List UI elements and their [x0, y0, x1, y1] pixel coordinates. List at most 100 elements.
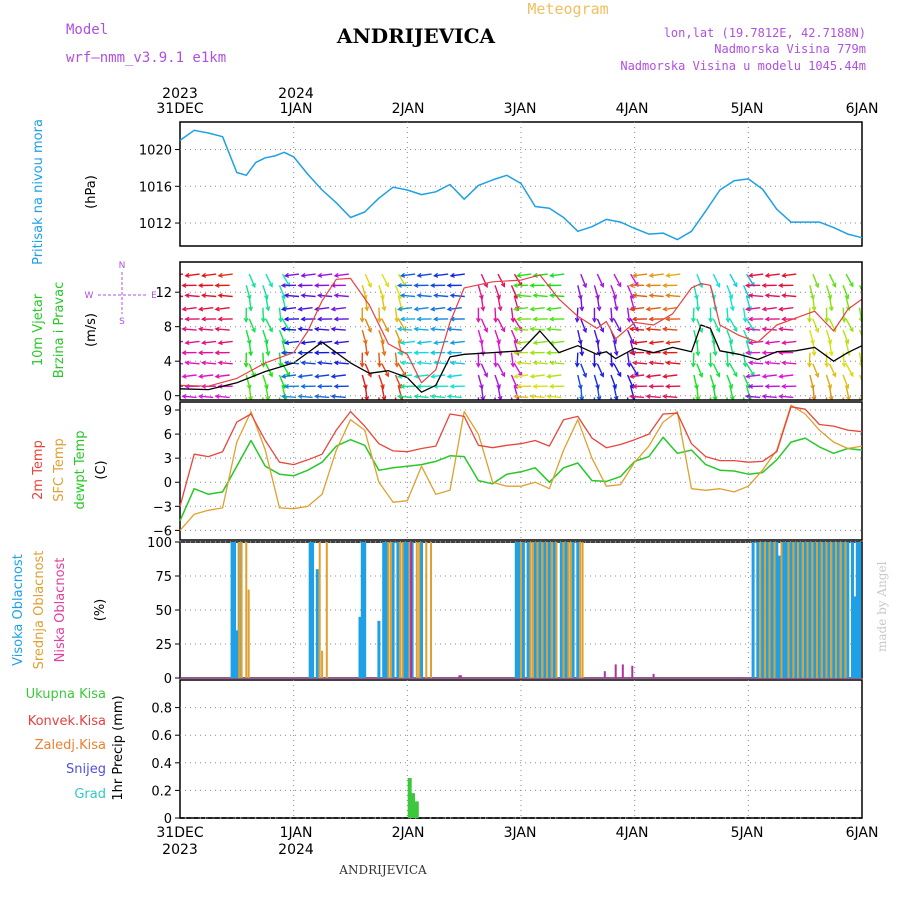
wind-arrow [417, 273, 432, 277]
wind-arrow [301, 294, 316, 298]
wind-arrow-head [184, 340, 190, 346]
y-tick-label: 1016 [139, 180, 172, 195]
wind-arrow [610, 374, 617, 389]
wind-arrow [431, 307, 446, 311]
wind-arrow-head [745, 383, 751, 389]
cloud-high-bar [391, 542, 395, 678]
y-tick-label: 75 [155, 570, 172, 585]
wind-arrow-head [263, 294, 269, 300]
cloud-labels: Visoka Oblacnost Srednja Oblacnost Niska… [11, 551, 108, 670]
cloud-low-bar [410, 542, 413, 678]
wind-arrow-head [729, 306, 735, 312]
wind-arrow-head [281, 383, 286, 390]
y-tick-label: 1012 [139, 217, 172, 232]
cloud-high-bar [571, 542, 575, 678]
wind-arrow [331, 328, 346, 331]
wind-arrow [726, 285, 733, 299]
wind-arrow [649, 340, 664, 344]
wind-arrow-head [201, 340, 207, 346]
wind-arrow-head [748, 272, 754, 278]
cloud-high-bar [858, 542, 862, 678]
cloud-high-bar [756, 542, 760, 678]
cloud-high-bar [514, 542, 518, 678]
wind-arrow-head [364, 396, 370, 400]
wind-arrow [218, 294, 233, 298]
wind-arrow-head [475, 317, 481, 323]
wind-arrow [278, 352, 282, 367]
wind-arrow-head [708, 362, 714, 368]
wind-arrow [745, 296, 752, 311]
wind-arrow [494, 307, 497, 322]
wind-arrow-head [549, 360, 555, 366]
wind-arrow-head [665, 360, 671, 366]
wind-arrow-head [399, 360, 406, 366]
wind-arrow-head [446, 283, 452, 288]
wind-arrow-head [198, 306, 204, 312]
wind-arrow [381, 273, 389, 287]
wind-arrow [858, 285, 862, 293]
wind-arrow-head [695, 351, 701, 357]
wind-arrow-head [695, 396, 701, 400]
wind-arrow-head [297, 283, 303, 288]
wind-arrow [626, 352, 631, 367]
wind-arrow [692, 307, 695, 322]
cloud-mid-bar [541, 542, 544, 678]
wind-arrow-head [399, 340, 406, 346]
wind-arrow-head [662, 326, 668, 332]
wind-arrow-head [313, 326, 320, 332]
wind-arrow [447, 374, 462, 378]
cloud-high-bar [846, 542, 850, 678]
wind-arrow-head [764, 316, 770, 322]
wind-arrow [858, 374, 862, 382]
wind-arrow [762, 395, 777, 399]
wind-arrow [663, 328, 678, 331]
wind-arrow [746, 363, 755, 376]
wind-arrows [180, 272, 868, 400]
wind-arrow [547, 307, 562, 311]
wind-arrow-head [728, 294, 734, 300]
wind-arrow [394, 329, 402, 344]
cloud-high-bar [761, 542, 764, 678]
wind-arrow [649, 273, 664, 277]
wind-arrow-head [181, 350, 187, 356]
wind-arrow-head [810, 294, 815, 301]
wind-arrow [580, 273, 587, 288]
wind-arrow-head [480, 396, 486, 400]
wind-arrow [626, 374, 634, 389]
wind-arrow-head [844, 339, 850, 345]
cloud-high-bar [559, 542, 563, 678]
wind-arrow-head [200, 360, 207, 366]
wind-arrow [828, 273, 837, 288]
wind-arrow [842, 329, 849, 344]
wind-arrow-head [732, 327, 738, 333]
wind-arrow-head [317, 272, 323, 278]
wind-arrow [431, 374, 446, 378]
wind-arrow [630, 363, 639, 377]
wind-arrow-head [828, 351, 834, 357]
wind-ylabel-2: Brzina i Pravac [52, 282, 67, 379]
wind-arrow-head [246, 339, 252, 345]
wind-arrow-head [778, 283, 784, 288]
wind-arrow [547, 395, 562, 399]
wind-arrow-head [515, 340, 522, 346]
cloud-mid-bar [820, 542, 823, 678]
wind-arrow-head [483, 282, 488, 289]
wind-arrow-head [761, 326, 767, 332]
wind-arrow-head [609, 362, 615, 368]
precip-legend-total: Ukupna Kisa [26, 687, 106, 702]
cloud-high-bar [517, 542, 521, 678]
wind-arrow-head [416, 316, 422, 322]
wind-arrow-head [512, 373, 519, 379]
wind-arrow-head [728, 339, 734, 345]
wind-arrow [397, 363, 407, 377]
wind-arrow [828, 363, 837, 377]
cloud-mid-bar [318, 542, 321, 678]
wind-arrow-head [613, 306, 619, 312]
wind-arrow-head [579, 351, 585, 357]
wind-arrow [633, 340, 648, 344]
wind-arrow-head [251, 282, 256, 289]
wind-arrow-head [300, 360, 306, 366]
wind-arrow-head [864, 351, 868, 355]
cloud-mid-bar [763, 542, 766, 678]
